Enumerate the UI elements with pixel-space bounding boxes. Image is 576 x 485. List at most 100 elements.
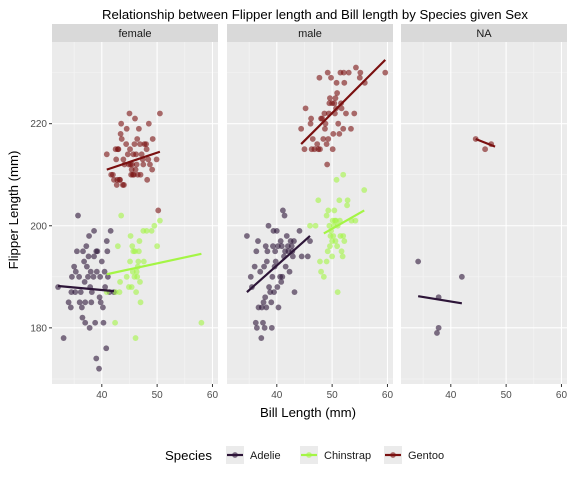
data-point-adelie: [82, 319, 89, 326]
data-point-adelie: [81, 279, 88, 285]
data-point-adelie: [82, 299, 89, 306]
facet-strip: [401, 24, 567, 42]
data-point-adelie: [296, 227, 303, 234]
data-point-adelie: [275, 304, 282, 311]
data-point-adelie: [251, 263, 258, 270]
legend: Species Adelie Chinstrap Gentoo: [165, 446, 444, 464]
panel-background: [401, 42, 567, 384]
data-point-adelie: [270, 227, 277, 234]
data-point-adelie: [91, 253, 97, 260]
data-point-adelie: [265, 222, 272, 229]
data-point-chinstrap: [338, 248, 345, 255]
facet-strip-label: male: [298, 28, 322, 40]
data-point-adelie: [80, 248, 86, 255]
panel-background: [227, 42, 393, 384]
facet-panels: female 40 50 60 180 200 220 male 40 50 60 NA 40 50 60: [30, 24, 567, 401]
data-point-gentoo: [132, 166, 139, 173]
data-point-gentoo: [123, 141, 130, 147]
data-point-adelie: [279, 207, 286, 214]
data-point-chinstrap: [315, 197, 322, 204]
data-point-chinstrap: [324, 248, 331, 255]
data-point-gentoo: [112, 146, 119, 153]
data-point-adelie: [69, 273, 75, 280]
data-point-adelie: [283, 233, 290, 239]
data-point-adelie: [304, 253, 311, 260]
data-point-gentoo: [137, 171, 144, 178]
data-point-chinstrap: [132, 335, 139, 341]
facet-panel-female: female 40 50 60 180 200 220: [30, 24, 218, 401]
data-point-gentoo: [118, 120, 125, 127]
data-point-adelie: [81, 258, 87, 265]
legend-key-point: [390, 452, 396, 458]
data-point-gentoo: [319, 115, 326, 122]
data-point-chinstrap: [114, 243, 121, 250]
data-point-gentoo: [157, 110, 163, 117]
data-point-adelie: [92, 319, 99, 326]
data-point-gentoo: [338, 105, 345, 112]
data-point-adelie: [93, 268, 100, 275]
data-point-adelie: [253, 324, 260, 331]
data-point-gentoo: [133, 151, 140, 158]
data-point-gentoo: [334, 90, 341, 96]
data-point-gentoo: [482, 146, 489, 153]
data-point-chinstrap: [135, 258, 142, 265]
legend-item-label: Gentoo: [408, 450, 444, 462]
data-point-chinstrap: [129, 243, 136, 250]
data-point-gentoo: [132, 115, 138, 122]
data-point-chinstrap: [361, 187, 368, 193]
legend-title: Species: [165, 448, 212, 463]
data-point-chinstrap: [330, 233, 337, 239]
data-point-chinstrap: [136, 238, 143, 244]
data-point-adelie: [244, 233, 250, 239]
data-point-gentoo: [353, 64, 359, 71]
data-point-adelie: [271, 289, 277, 296]
trend-line-adelie: [57, 284, 115, 293]
data-point-adelie: [104, 273, 111, 280]
data-point-adelie: [260, 319, 266, 326]
data-point-adelie: [75, 212, 81, 219]
data-point-adelie: [272, 258, 279, 265]
data-point-gentoo: [357, 69, 364, 76]
data-point-chinstrap: [320, 273, 327, 280]
data-point-gentoo: [321, 110, 328, 117]
data-point-adelie: [258, 335, 265, 341]
data-point-adelie: [291, 238, 297, 244]
data-point-adelie: [104, 248, 111, 255]
data-point-adelie: [101, 268, 108, 275]
data-point-chinstrap: [325, 207, 332, 214]
data-point-adelie: [272, 248, 279, 255]
legend-item-adelie: Adelie: [226, 446, 281, 464]
x-tick-label: 40: [96, 390, 108, 401]
data-point-chinstrap: [312, 222, 319, 229]
data-point-adelie: [458, 273, 465, 280]
data-point-adelie: [268, 299, 275, 306]
data-point-adelie: [98, 258, 105, 265]
data-point-adelie: [277, 238, 284, 244]
data-point-gentoo: [336, 130, 343, 137]
x-tick-label: 60: [382, 390, 394, 401]
data-point-chinstrap: [140, 258, 147, 265]
data-point-adelie: [291, 289, 298, 296]
data-point-gentoo: [143, 141, 149, 147]
facet-strip: [52, 24, 218, 42]
data-point-gentoo: [129, 161, 136, 168]
data-point-gentoo: [113, 182, 120, 188]
data-point-adelie: [74, 248, 80, 255]
legend-item-label: Adelie: [250, 450, 281, 462]
y-tick-label: 180: [30, 323, 47, 334]
data-point-chinstrap: [334, 289, 341, 296]
data-point-chinstrap: [148, 227, 155, 234]
data-point-chinstrap: [112, 319, 118, 326]
data-point-adelie: [97, 299, 104, 306]
data-point-adelie: [88, 289, 95, 296]
trend-line-adelie: [417, 295, 463, 305]
data-point-adelie: [93, 355, 100, 362]
x-tick-label: 40: [271, 390, 283, 401]
legend-key-point: [232, 452, 238, 458]
panel-background: [52, 42, 218, 384]
data-point-chinstrap: [133, 268, 140, 275]
data-point-gentoo: [301, 146, 308, 153]
data-point-adelie: [77, 289, 84, 296]
data-point-gentoo: [331, 100, 338, 107]
